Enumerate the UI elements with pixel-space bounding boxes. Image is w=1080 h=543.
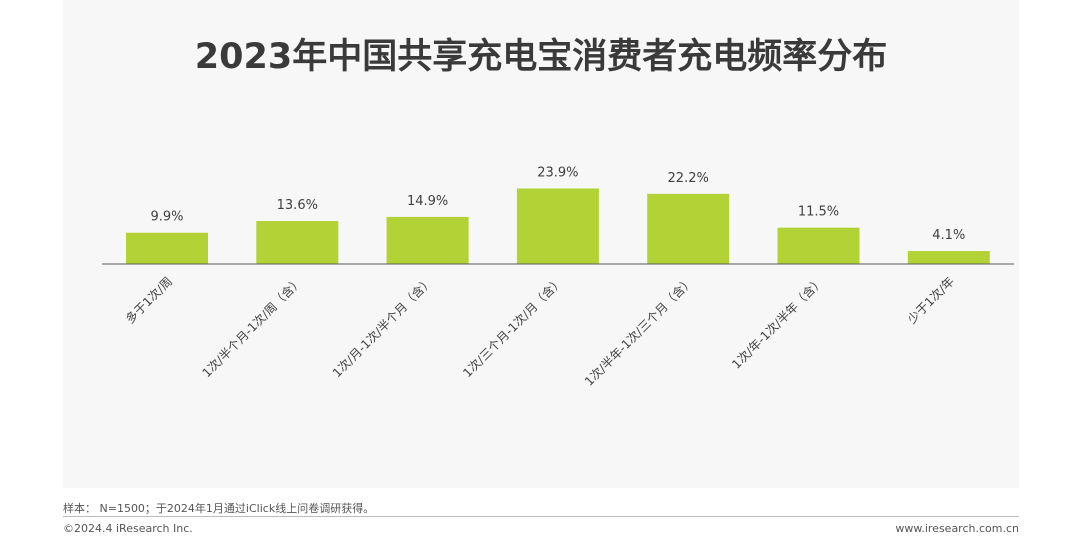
category-label-3: 1次/月-1次/半个月（含） bbox=[329, 274, 436, 381]
website-link[interactable]: www.iresearch.com.cn bbox=[895, 522, 1019, 535]
data-label-5: 22.2% bbox=[668, 171, 709, 186]
data-label-2: 13.6% bbox=[277, 198, 318, 213]
chart-title: 2023年中国共享充电宝消费者充电频率分布 bbox=[194, 37, 888, 77]
category-label-5: 1次/半年-1次/三个月（含） bbox=[581, 274, 696, 389]
bar-2 bbox=[256, 221, 339, 264]
sample-note: 样本： N=1500；于2024年1月通过iClick线上问卷调研获得。 bbox=[63, 502, 375, 515]
data-label-1: 9.9% bbox=[150, 210, 183, 225]
bar-4 bbox=[516, 188, 599, 264]
copyright-text: ©2024.4 iResearch Inc. bbox=[63, 522, 193, 535]
bar-chart: 9.9% 多于1次/周 13.6% 1次/半个月-1次/周（含） 14.9% 1次/月-1… bbox=[102, 165, 1014, 389]
category-label-1: 多于1次/周 bbox=[123, 274, 175, 326]
bar-3 bbox=[386, 216, 469, 264]
footer-divider bbox=[63, 516, 1019, 517]
data-label-4: 23.9% bbox=[537, 165, 578, 180]
category-label-7: 少于1次/年 bbox=[905, 274, 957, 326]
category-label-4: 1次/三个月-1次/月（含） bbox=[459, 274, 566, 381]
category-label-6: 1次/年-1次/半年（含） bbox=[729, 274, 827, 372]
category-label-2: 1次/半个月-1次/周（含） bbox=[199, 274, 306, 381]
bar-6 bbox=[777, 227, 860, 264]
bar-7 bbox=[907, 251, 990, 264]
data-label-6: 11.5% bbox=[798, 205, 839, 220]
data-label-3: 14.9% bbox=[407, 194, 448, 209]
bar-5 bbox=[647, 193, 730, 264]
data-label-7: 4.1% bbox=[932, 228, 965, 243]
bar-1 bbox=[126, 232, 208, 264]
